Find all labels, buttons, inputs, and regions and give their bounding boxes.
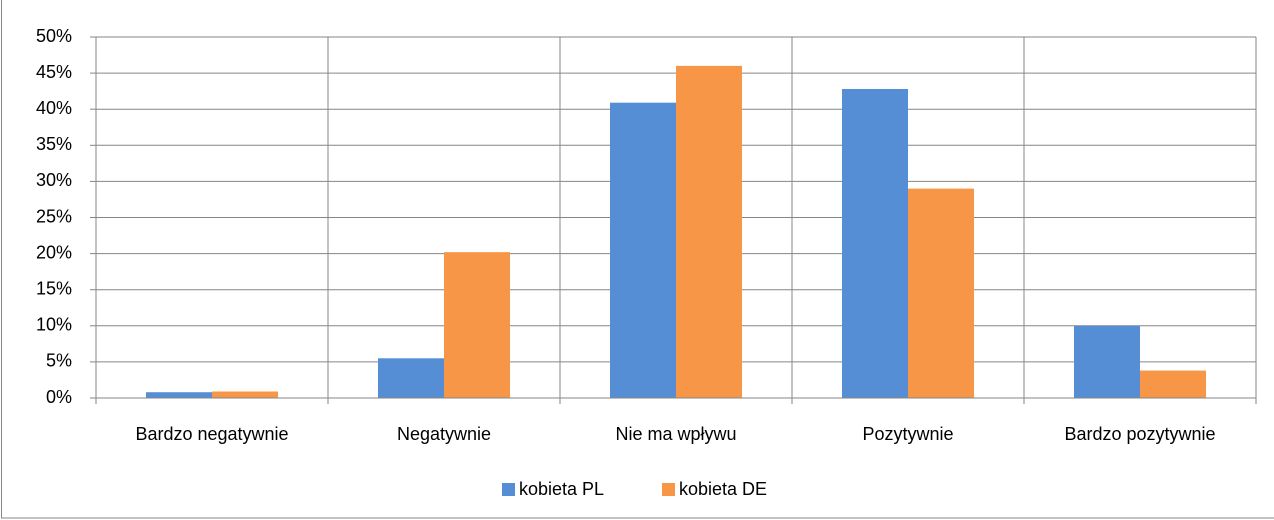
bar <box>378 358 444 398</box>
bar <box>908 188 974 398</box>
y-tick-label: 50% <box>36 26 72 46</box>
legend-swatch <box>662 483 675 496</box>
x-tick-label: Pozytywnie <box>862 424 953 444</box>
bar <box>1074 325 1140 398</box>
y-tick-label: 5% <box>46 351 72 371</box>
y-tick-label: 10% <box>36 315 72 335</box>
bar <box>1140 370 1206 398</box>
y-tick-label: 30% <box>36 170 72 190</box>
x-tick-label: Bardzo pozytywnie <box>1064 424 1215 444</box>
bar <box>676 65 742 398</box>
legend-swatch <box>502 483 515 496</box>
bar <box>610 102 676 399</box>
bar <box>212 391 278 398</box>
bar <box>842 88 908 398</box>
y-tick-label: 20% <box>36 242 72 262</box>
y-tick-label: 35% <box>36 134 72 154</box>
y-tick-label: 25% <box>36 206 72 226</box>
x-tick-label: Negatywnie <box>397 424 491 444</box>
y-tick-label: 45% <box>36 62 72 82</box>
bar <box>444 252 510 398</box>
x-tick-label: Nie ma wpływu <box>615 424 736 444</box>
legend-label: kobieta PL <box>519 479 604 499</box>
legend-label: kobieta DE <box>679 479 767 499</box>
y-tick-label: 40% <box>36 98 72 118</box>
bar <box>146 392 212 398</box>
y-tick-label: 0% <box>46 387 72 407</box>
x-tick-label: Bardzo negatywnie <box>135 424 288 444</box>
y-tick-label: 15% <box>36 278 72 298</box>
